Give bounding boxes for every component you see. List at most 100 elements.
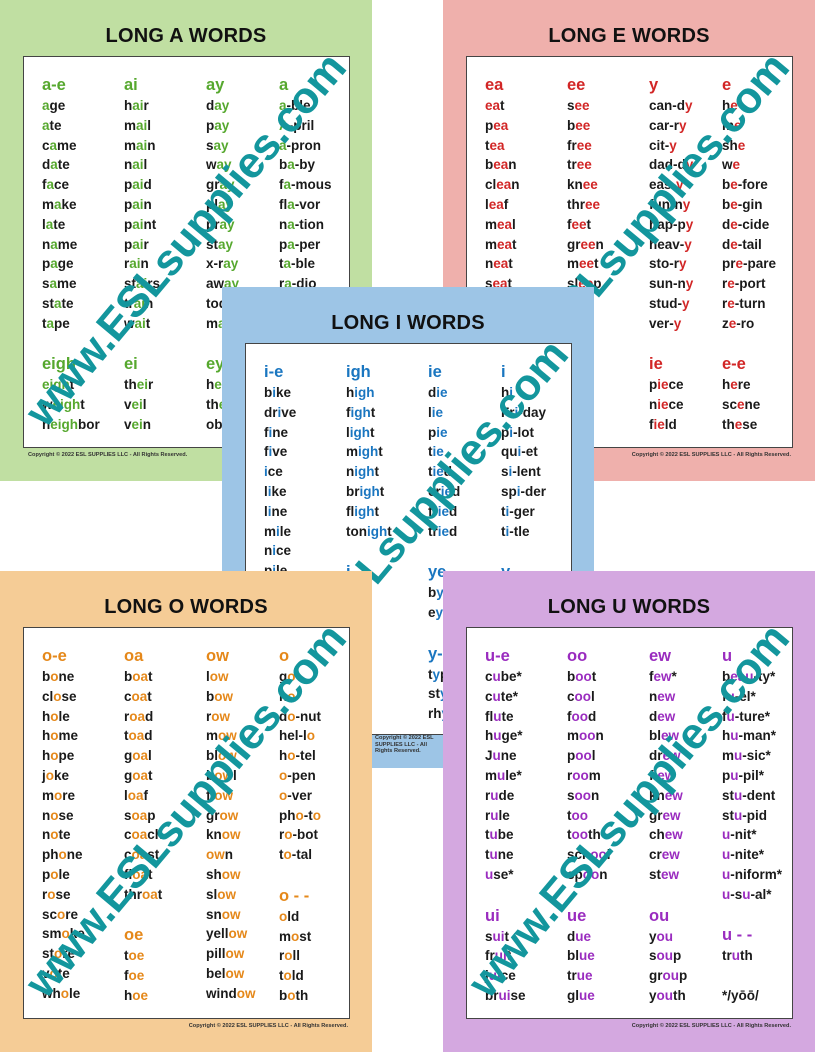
word-part: f <box>722 708 727 724</box>
word-list-box: o-e bone close hole home hope joke more nose note… <box>23 627 350 1019</box>
word-part: th <box>124 377 137 393</box>
highlighted-letters: i <box>505 503 510 519</box>
word-part: le <box>58 708 70 724</box>
word-part: r <box>206 708 212 724</box>
highlighted-letters: ie <box>653 416 665 432</box>
copyright-text: Copyright © 2022 ESL SUPPLIES LLC - All … <box>631 1023 791 1029</box>
highlighted-letters: oe <box>132 987 149 1003</box>
word-part: m <box>567 728 580 744</box>
highlighted-letters: ay <box>218 236 234 252</box>
highlighted-letters: ee <box>582 177 598 193</box>
word-part: d <box>428 385 437 400</box>
spelling-pattern-header: ey <box>206 355 225 374</box>
word-part: e <box>428 604 436 620</box>
word-part: -per <box>294 236 321 252</box>
word-part: sl <box>567 276 579 292</box>
word-part: l <box>148 748 152 764</box>
word: their <box>124 375 160 395</box>
word-part: b <box>567 117 576 133</box>
word-part: b <box>42 669 51 684</box>
word-part: b <box>722 669 731 684</box>
word-part: sh <box>206 866 222 882</box>
spelling-pattern-header: o - - <box>279 886 310 905</box>
spacer <box>649 334 693 354</box>
word-part: de <box>498 787 515 803</box>
word-part: pr <box>722 256 736 272</box>
word: foe <box>124 966 163 986</box>
word: blew <box>649 726 687 746</box>
highlighted-letters: u <box>722 866 731 882</box>
word-part: j <box>42 767 46 783</box>
word-part: ch <box>147 827 164 843</box>
spacer <box>346 541 392 561</box>
word-part: tod <box>206 295 227 311</box>
highlighted-letters: a <box>54 196 62 212</box>
word: tree <box>567 155 604 175</box>
poster-long-u: LONG U WORDS u-e cube* cute* flute huge* June m… <box>443 571 815 1052</box>
word: heav-y <box>649 235 693 255</box>
highlighted-letters: oa <box>131 827 148 843</box>
word-part: th <box>722 416 735 432</box>
word-part: re <box>737 377 751 393</box>
word: flew <box>649 766 687 786</box>
word: ta-ble <box>279 254 332 274</box>
word: fu-el* <box>722 687 782 707</box>
word-part: ld <box>664 416 677 432</box>
highlighted-letters: oa <box>132 767 149 783</box>
word: grow <box>206 806 256 826</box>
word-part: l <box>147 117 152 133</box>
word-part: f <box>124 968 129 984</box>
highlighted-letters: o <box>287 987 296 1003</box>
word-part: qu <box>501 444 518 460</box>
spacer <box>124 334 160 354</box>
word: fla-vor <box>279 195 332 215</box>
word-part: b <box>206 688 215 704</box>
word: bowl <box>206 766 256 786</box>
word: flow <box>206 786 256 806</box>
spelling-pattern-header: u-e <box>485 647 510 665</box>
highlighted-letters: ie <box>436 424 448 440</box>
word: be-fore <box>722 175 776 195</box>
highlighted-letters: ie <box>436 385 448 400</box>
highlighted-letters: u <box>497 767 506 783</box>
word-part: t <box>279 968 284 984</box>
word-part: -ger <box>509 503 535 519</box>
highlighted-letters: igh <box>354 464 375 480</box>
highlighted-letters: o <box>60 985 69 1001</box>
highlighted-letters: ei <box>136 377 149 393</box>
copyright-text: Copyright © 2022 ESL SUPPLIES LLC - All … <box>375 735 434 754</box>
word-part: J <box>485 748 493 764</box>
word-part: pr <box>206 216 220 232</box>
word-part: d <box>449 503 458 519</box>
highlighted-letters: o <box>284 827 293 843</box>
word: page <box>42 254 100 274</box>
word: train <box>124 294 160 314</box>
highlighted-letters: y <box>685 216 694 232</box>
word-part: b <box>124 669 133 684</box>
word: scene <box>722 395 776 415</box>
highlighted-letters: ow <box>218 748 237 764</box>
highlighted-letters: o <box>61 926 70 942</box>
highlighted-letters: e <box>734 416 743 432</box>
spelling-pattern-header: ui <box>485 906 500 925</box>
highlighted-letters: e <box>728 315 737 331</box>
word-part: t <box>428 444 433 460</box>
highlighted-letters: y <box>679 117 687 133</box>
word-part: tr <box>124 295 134 311</box>
highlighted-letters: e <box>730 216 738 232</box>
highlighted-letters: u <box>742 886 751 902</box>
highlighted-letters: o <box>291 928 300 944</box>
highlighted-letters: e <box>730 236 738 252</box>
word-part: te <box>57 157 70 173</box>
highlighted-letters: oo <box>572 767 589 783</box>
word-part: r <box>722 276 728 292</box>
spelling-pattern-header: ue <box>567 906 587 925</box>
word-part: fun-n <box>649 196 683 212</box>
highlighted-letters: ow <box>221 906 241 922</box>
word-part: w <box>124 315 135 331</box>
highlighted-letters: ew <box>664 787 683 803</box>
word: hi <box>501 383 546 403</box>
highlighted-letters: i <box>267 503 272 519</box>
word: below <box>206 964 256 984</box>
word-part: d <box>452 483 461 499</box>
